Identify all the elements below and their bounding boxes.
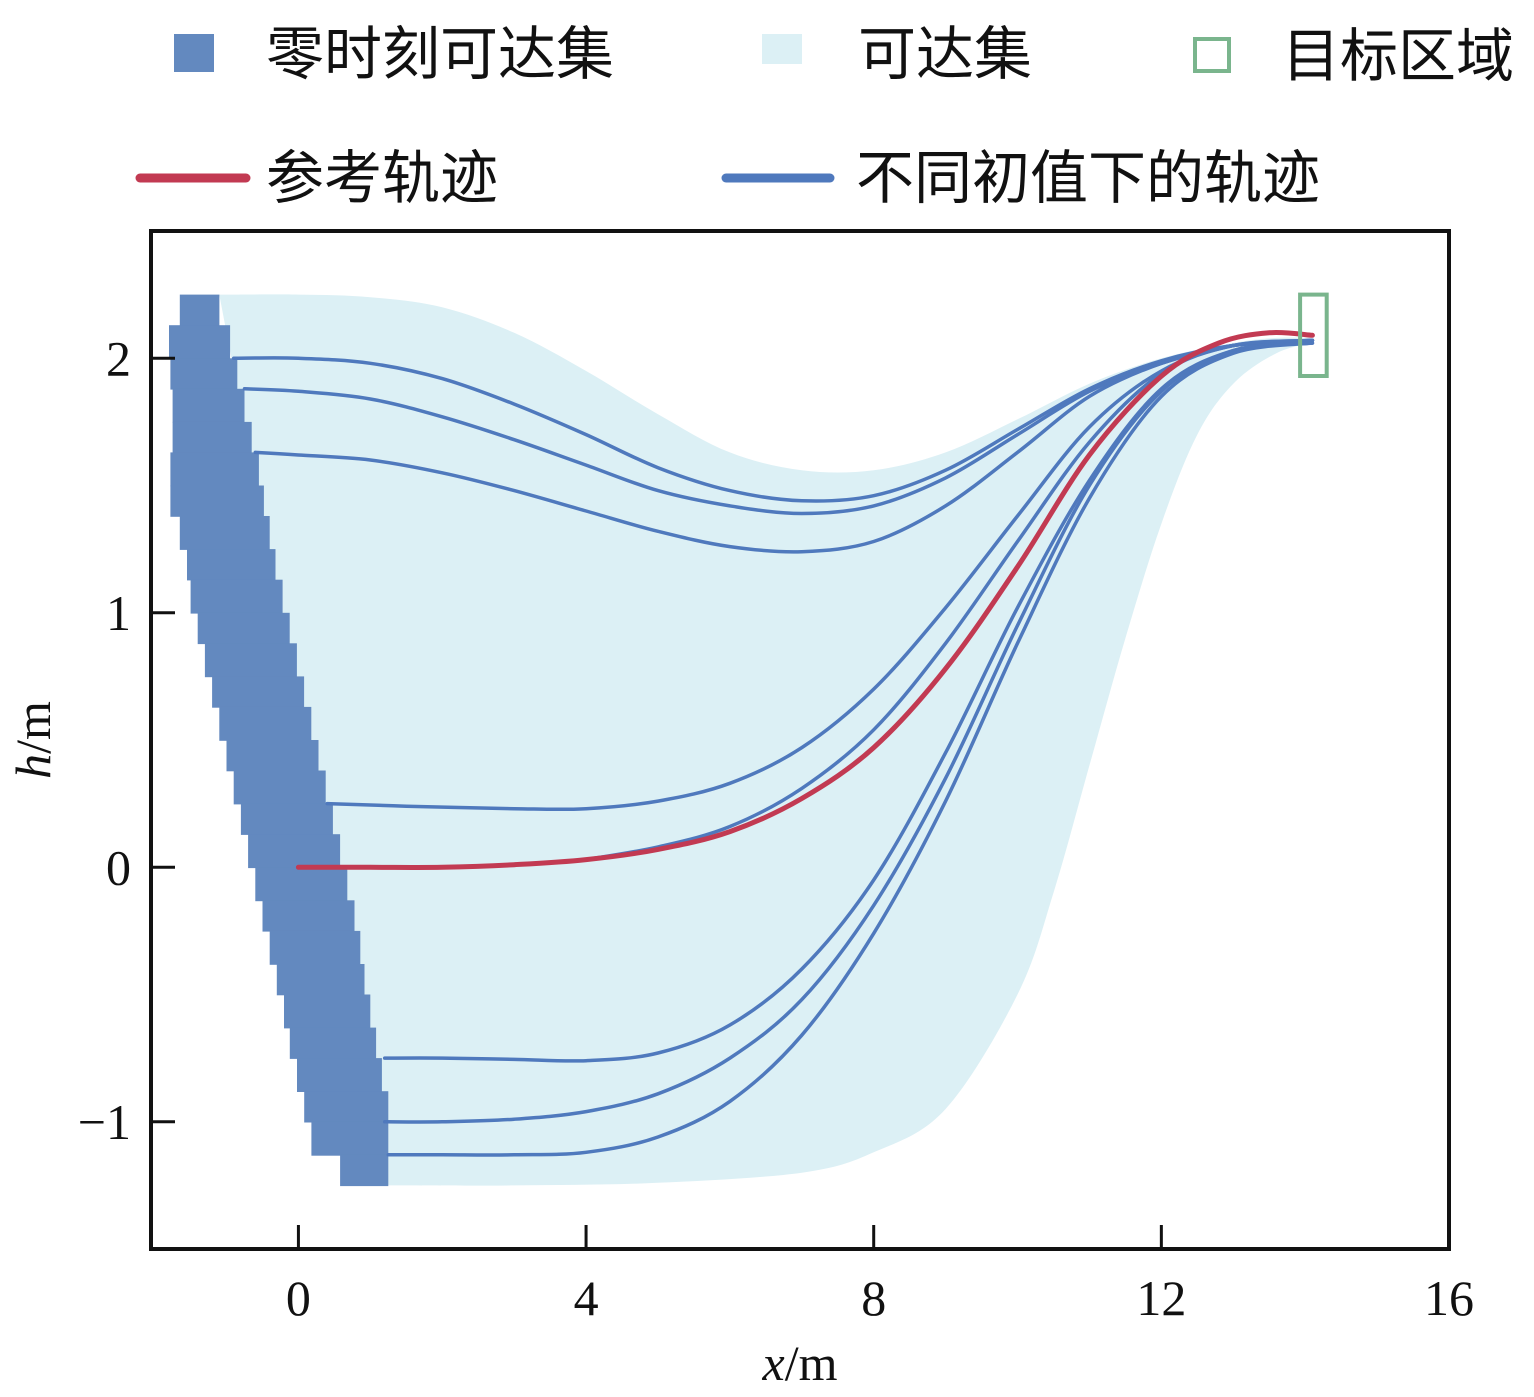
legend-swatch-zero-time-reachable-set [174,34,214,72]
trajectory-line-6 [382,341,1315,1063]
zero-time-reachable-block [233,770,326,805]
legend-label-trajectories: 不同初值下的轨迹 [856,144,1320,212]
legend-label-target-region: 目标区域 [1282,22,1514,90]
zero-time-reachable-block [240,803,333,835]
y-axis-ticks: −1 0 1 2 [78,330,175,1150]
reference-trajectory-line [295,330,1315,870]
zero-time-reachable-block [179,516,270,550]
y-tick-label: 0 [106,839,131,895]
zero-time-reachable-block [197,612,290,645]
zero-time-reachable-block [284,994,371,1029]
trajectory-line-4 [325,338,1315,812]
y-axis-label: h/m [5,701,61,779]
trajectory-line-3 [253,338,1315,554]
reference-trajectory-layer [295,330,1315,870]
zero-time-reachable-block [248,834,341,869]
legend: 零时刻可达集 可达集 目标区域 参考轨迹 不同初值下的轨迹 [135,20,1514,212]
x-tick-label: 8 [861,1270,886,1326]
plot-frame [149,229,1451,1251]
trajectories-layer [231,338,1315,1157]
legend-swatch-reachable-set [762,34,802,64]
legend-swatch-target-region [1193,37,1231,73]
trajectory-line-1 [231,338,1315,503]
trajectory-line-8 [386,341,1315,1157]
zero-time-reachable-block [255,867,348,902]
zero-time-reachable-block [172,388,245,423]
y-tick-label: 1 [106,585,131,641]
zero-time-reachable-block [170,358,238,390]
x-tick-label: 0 [286,1270,311,1326]
y-axis-variable: h [5,754,61,779]
x-axis-variable: x [762,1335,785,1391]
zero-time-reachable-block [170,452,259,487]
legend-item-reference-trajectory: 参考轨迹 [135,144,498,212]
zero-time-reachable-block [169,325,231,360]
x-tick-label: 12 [1136,1270,1186,1326]
y-tick-label: −1 [78,1094,131,1150]
legend-label-reference-trajectory: 参考轨迹 [266,144,498,212]
trajectory-line-7 [382,341,1315,1124]
zero-time-reachable-block [190,579,283,614]
reachable-set-layer [219,294,1313,1186]
zero-time-reachable-block [269,930,361,965]
x-axis-unit: /m [785,1335,838,1391]
zero-time-reachable-block [204,643,297,678]
x-tick-label: 4 [574,1270,599,1326]
x-tick-label: 16 [1424,1270,1474,1326]
legend-label-zero-time-reachable-set: 零时刻可达集 [266,20,614,88]
zero-time-reachable-block [226,740,319,772]
zero-time-reachable-block [219,706,312,741]
zero-time-reachable-block [187,549,276,581]
legend-item-reachable-set: 可达集 [762,20,1032,88]
legend-item-target-region: 目标区域 [1193,22,1514,90]
zero-time-reachable-set-layer [169,294,389,1187]
zero-time-reachable-block [170,485,264,517]
zero-time-reachable-block [311,1121,389,1156]
zero-time-reachable-block [297,1058,382,1092]
target-region-layer [1298,292,1329,379]
zero-time-reachable-block [304,1091,389,1123]
zero-time-reachable-block [340,1154,389,1187]
legend-label-reachable-set: 可达集 [858,20,1032,88]
zero-time-reachable-block [179,294,220,326]
y-axis-unit: /m [5,701,61,754]
zero-time-reachable-block [172,421,252,454]
legend-item-trajectories: 不同初值下的轨迹 [721,144,1320,212]
zero-time-reachable-block [212,676,305,708]
legend-item-zero-time-reachable-set: 零时刻可达集 [174,20,614,88]
target-region-box [1298,292,1329,379]
reachable-set-area [219,294,1313,1186]
x-axis-ticks: 0 4 8 12 16 [286,1225,1474,1326]
x-axis-label: x/m [762,1335,838,1391]
y-tick-label: 2 [106,330,131,386]
zero-time-reachable-block [276,964,365,996]
zero-time-reachable-block [262,900,355,932]
zero-time-reachable-block [289,1027,377,1059]
